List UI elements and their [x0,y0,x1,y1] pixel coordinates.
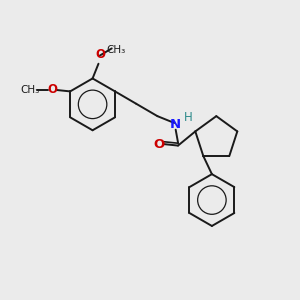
Text: CH₃: CH₃ [21,85,40,95]
Text: CH₃: CH₃ [106,46,126,56]
Text: O: O [47,83,57,96]
Text: O: O [95,48,105,61]
Text: N: N [170,118,181,131]
Text: H: H [184,111,192,124]
Text: O: O [154,138,165,151]
